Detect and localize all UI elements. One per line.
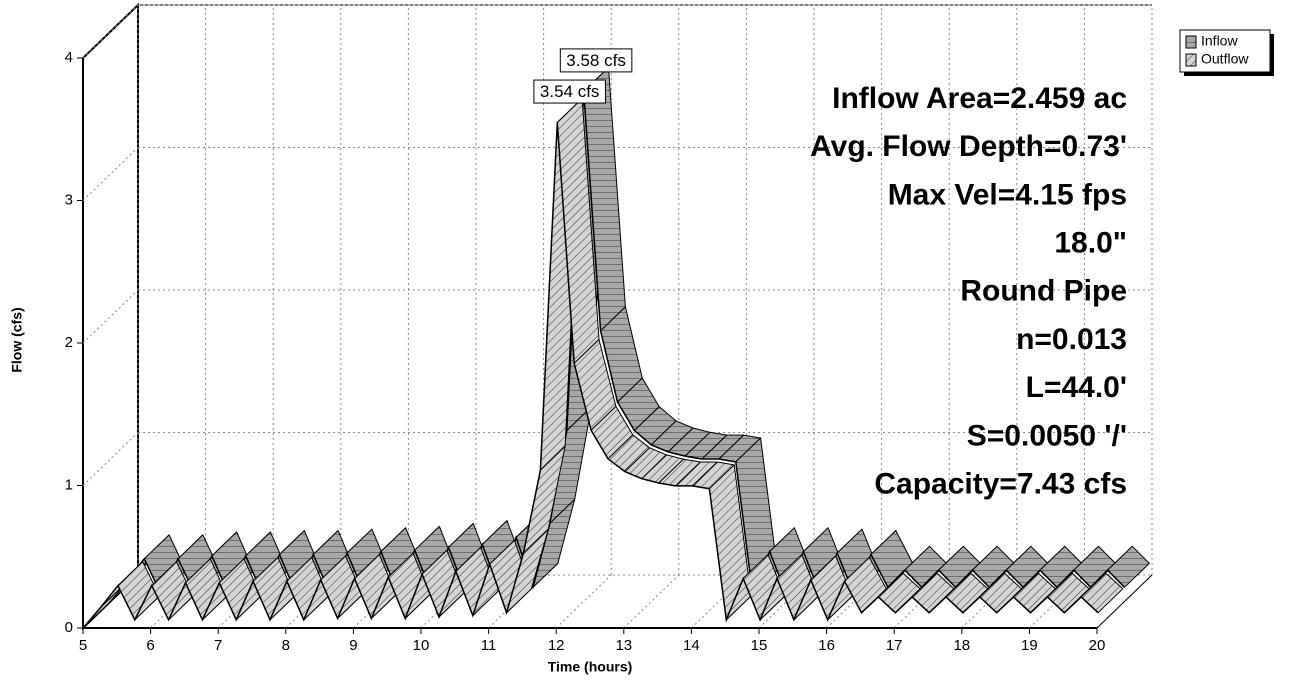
legend-swatch (1185, 53, 1197, 67)
x-tick-label: 5 (79, 637, 87, 654)
peak-label: 3.58 cfs (566, 51, 626, 70)
grid-line (82, 432, 139, 486)
x-tick-label: 7 (214, 637, 222, 654)
annotation: 18.0" (1054, 227, 1127, 260)
annotation: Inflow Area=2.459 ac (832, 82, 1127, 115)
y-tick-label: 1 (65, 476, 73, 493)
x-tick-label: 19 (1021, 637, 1038, 654)
x-tick-label: 14 (683, 637, 700, 654)
x-tick-label: 8 (282, 637, 290, 654)
left-wall (82, 2, 139, 631)
x-tick-label: 18 (953, 637, 970, 654)
peak-label-box (559, 48, 633, 73)
grid-line (623, 574, 680, 629)
y-tick-label: 3 (65, 191, 73, 208)
peak-label-box (533, 79, 606, 104)
grid-line (82, 289, 139, 344)
x-tick-label: 15 (751, 637, 768, 654)
legend-swatch (1185, 35, 1197, 49)
y-tick-label: 2 (65, 334, 73, 351)
peak-label: 3.54 cfs (540, 82, 600, 101)
legend-label: Outflow (1201, 51, 1249, 67)
x-tick-label: 17 (886, 637, 903, 654)
x-tick-label: 12 (548, 637, 565, 654)
y-axis-label: Flow (cfs) (9, 307, 25, 372)
annotation: Max Vel=4.15 fps (888, 178, 1127, 211)
x-tick-label: 9 (349, 637, 357, 654)
y-tick-label: 4 (65, 49, 73, 66)
annotation: n=0.013 (1016, 323, 1127, 356)
x-tick-label: 20 (1089, 637, 1106, 654)
x-tick-label: 10 (413, 637, 430, 654)
x-tick-label: 11 (481, 637, 497, 654)
x-tick-label: 6 (146, 637, 154, 654)
grid-line (82, 147, 139, 201)
annotation: L=44.0' (1026, 371, 1127, 404)
grid-line (555, 574, 612, 629)
x-tick-label: 16 (818, 637, 835, 654)
annotation: S=0.0050 '/' (967, 419, 1127, 452)
floor-right (1096, 574, 1153, 629)
annotation: Capacity=7.43 cfs (874, 468, 1127, 501)
series-line (83, 122, 1099, 628)
x-axis-label: Time (hours) (548, 659, 633, 675)
y-tick-label: 0 (65, 619, 73, 636)
x-tick-label: 13 (615, 637, 632, 654)
annotation: Avg. Flow Depth=0.73' (810, 130, 1127, 163)
legend-label: Inflow (1201, 33, 1238, 49)
annotation: Round Pipe (960, 275, 1127, 308)
